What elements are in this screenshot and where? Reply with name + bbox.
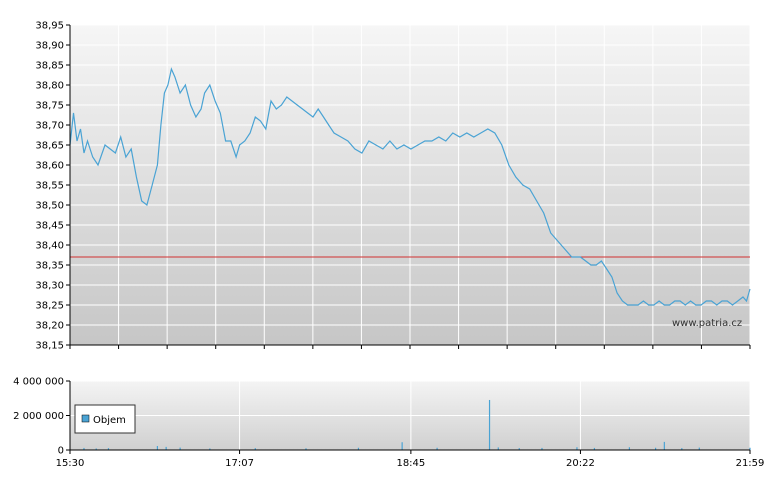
price-y-tick-label: 38,15 (35, 341, 64, 352)
price-y-tick-label: 38,80 (35, 81, 64, 92)
volume-bar (83, 447, 85, 450)
volume-bar (749, 447, 751, 450)
price-y-tick-label: 38,70 (35, 121, 64, 132)
volume-y-tick-label: 2 000 000 (13, 411, 64, 422)
price-y-tick-label: 38,40 (35, 241, 64, 252)
price-x-axis (69, 344, 751, 349)
volume-bar (698, 447, 700, 450)
volume-bar (593, 447, 596, 450)
volume-y-axis: 4 000 000 2 000 000 0 (13, 377, 71, 457)
volume-bar (628, 447, 630, 450)
volume-y-tick-label: 0 (58, 446, 64, 457)
price-y-tick-label: 38,75 (35, 101, 64, 112)
volume-bar (655, 447, 657, 450)
volume-bar (165, 446, 167, 450)
price-y-tick-label: 38,85 (35, 61, 64, 72)
volume-x-tick-label: 15:30 (56, 458, 85, 469)
volume-legend: Objem (74, 404, 136, 434)
legend-swatch (81, 414, 90, 423)
legend-label: Objem (93, 415, 126, 426)
watermark: www.patria.cz (672, 318, 742, 329)
price-y-tick-label: 38,50 (35, 201, 64, 212)
volume-y-tick-label: 4 000 000 (13, 377, 64, 388)
price-panel: 38,95 38,90 38,85 38,80 38,75 38,70 38,65 38,60… (35, 21, 751, 352)
price-y-tick-label: 38,90 (35, 41, 64, 52)
volume-x-tick-label: 18:45 (396, 458, 425, 469)
price-series-line (69, 67, 751, 306)
volume-bar (357, 447, 360, 450)
volume-bar (305, 448, 307, 450)
volume-bar (518, 448, 520, 450)
volume-bar (156, 446, 159, 450)
volume-bar (95, 448, 97, 450)
price-y-tick-label: 38,25 (35, 301, 64, 312)
price-y-axis: 38,95 38,90 38,85 38,80 38,75 38,70 38,65 38,60… (35, 21, 71, 352)
volume-x-axis: 15:30 17:07 18:45 20:22 21:59 (56, 449, 765, 469)
volume-bar (254, 448, 256, 450)
volume-bar (497, 447, 499, 450)
volume-bar (436, 447, 438, 450)
volume-x-tick-label: 20:22 (566, 458, 595, 469)
price-y-tick-label: 38,55 (35, 181, 64, 192)
volume-panel: 4 000 000 2 000 000 0 15:30 17:07 18:45 20:22… (13, 377, 764, 470)
price-grid (69, 24, 751, 346)
volume-bars (83, 399, 751, 450)
price-y-tick-label: 38,30 (35, 281, 64, 292)
volume-bar (179, 447, 181, 450)
volume-bar (576, 447, 578, 450)
volume-bar (663, 441, 665, 450)
price-y-tick-label: 38,20 (35, 321, 64, 332)
volume-bar (681, 448, 683, 450)
volume-bar (209, 448, 211, 450)
price-y-tick-label: 38,35 (35, 261, 64, 272)
volume-bar (488, 399, 491, 450)
volume-bar (541, 447, 543, 450)
price-y-tick-label: 38,60 (35, 161, 64, 172)
volume-bar (107, 448, 110, 450)
volume-x-tick-label: 21:59 (736, 458, 765, 469)
volume-x-tick-label: 17:07 (225, 458, 254, 469)
price-y-tick-label: 38,65 (35, 141, 64, 152)
price-y-tick-label: 38,45 (35, 221, 64, 232)
volume-bar (401, 442, 403, 450)
price-y-tick-label: 38,95 (35, 21, 64, 32)
